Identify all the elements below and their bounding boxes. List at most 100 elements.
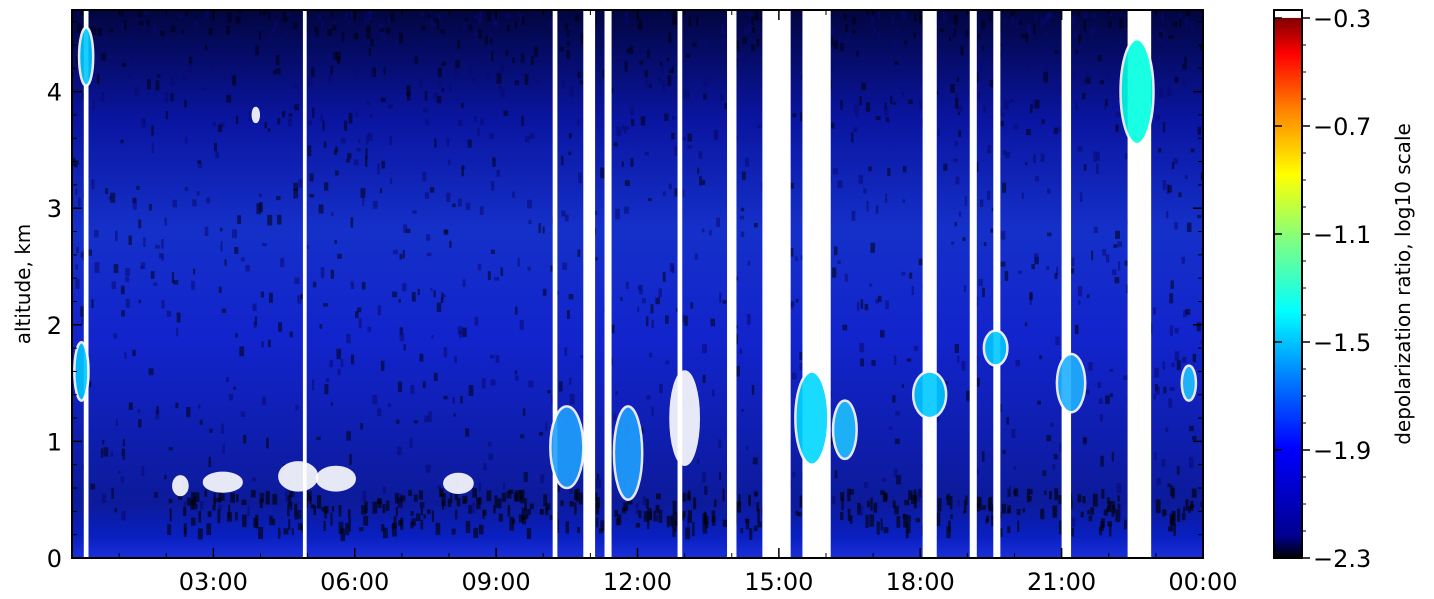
noise-speck xyxy=(462,327,467,338)
noise-speck xyxy=(515,490,520,502)
noise-speck xyxy=(901,91,905,98)
noise-speck xyxy=(961,360,966,371)
noise-speck xyxy=(709,230,712,236)
noise-speck xyxy=(876,521,880,535)
noise-speck xyxy=(380,97,386,102)
noise-speck xyxy=(987,145,992,154)
noise-speck xyxy=(1102,248,1107,256)
noise-speck xyxy=(894,438,900,445)
noise-speck xyxy=(1083,11,1088,19)
noise-speck xyxy=(648,84,653,88)
noise-speck xyxy=(399,333,405,342)
noise-speck xyxy=(742,37,748,44)
noise-speck xyxy=(340,137,346,144)
noise-speck xyxy=(330,13,334,17)
noise-speck xyxy=(431,510,434,523)
noise-speck xyxy=(344,12,348,21)
noise-speck xyxy=(751,16,754,26)
noise-speck xyxy=(935,512,941,527)
noise-speck xyxy=(1077,146,1083,152)
noise-speck xyxy=(884,102,887,111)
noise-speck xyxy=(1086,389,1090,395)
noise-speck xyxy=(411,56,415,64)
noise-speck xyxy=(90,483,96,490)
noise-speck xyxy=(564,214,569,222)
noise-speck xyxy=(981,20,986,29)
noise-speck xyxy=(522,408,526,416)
noise-speck xyxy=(188,56,193,66)
noise-speck xyxy=(751,44,756,52)
noise-speck xyxy=(937,56,940,61)
noise-speck xyxy=(486,10,491,15)
noise-speck xyxy=(426,252,432,257)
noise-speck xyxy=(1200,339,1203,345)
noise-speck xyxy=(114,508,117,513)
noise-speck xyxy=(722,300,727,304)
noise-speck xyxy=(1178,192,1182,198)
noise-speck xyxy=(428,11,432,15)
noise-speck xyxy=(125,299,130,308)
noise-speck xyxy=(655,504,660,514)
noise-speck xyxy=(860,299,864,309)
noise-speck xyxy=(498,513,503,522)
cloud-patch xyxy=(669,370,701,466)
noise-speck xyxy=(334,240,337,244)
noise-speck xyxy=(467,139,472,148)
noise-speck xyxy=(920,30,923,36)
noise-speck xyxy=(317,13,322,21)
noise-speck xyxy=(402,283,407,292)
noise-speck xyxy=(349,453,352,465)
noise-speck xyxy=(491,51,494,62)
noise-speck xyxy=(1118,89,1121,100)
noise-speck xyxy=(555,482,560,492)
noise-speck xyxy=(360,188,366,198)
noise-speck xyxy=(600,30,606,36)
noise-speck xyxy=(696,458,700,464)
noise-speck xyxy=(398,32,404,44)
noise-speck xyxy=(1033,154,1037,163)
noise-speck xyxy=(75,188,78,195)
noise-speck xyxy=(382,504,386,514)
noise-speck xyxy=(685,527,691,540)
noise-speck xyxy=(338,521,344,534)
noise-speck xyxy=(454,494,459,501)
noise-speck xyxy=(1113,42,1116,50)
noise-speck xyxy=(843,13,847,20)
noise-speck xyxy=(293,188,299,199)
noise-speck xyxy=(140,265,144,270)
noise-speck xyxy=(235,511,238,521)
noise-speck xyxy=(841,497,844,511)
noise-speck xyxy=(132,349,136,357)
noise-speck xyxy=(454,355,457,364)
noise-speck xyxy=(365,156,368,167)
noise-speck xyxy=(986,515,990,522)
colorbar-tick-label: −1.9 xyxy=(1313,437,1371,465)
noise-speck xyxy=(964,30,969,37)
noise-speck xyxy=(192,503,198,510)
noise-speck xyxy=(1058,520,1063,535)
noise-speck xyxy=(882,478,887,483)
noise-speck xyxy=(697,167,700,174)
noise-speck xyxy=(976,377,980,387)
noise-speck xyxy=(103,447,109,457)
noise-speck xyxy=(752,457,758,465)
noise-speck xyxy=(1154,452,1157,461)
noise-speck xyxy=(190,517,196,526)
noise-speck xyxy=(254,316,258,326)
noise-speck xyxy=(333,149,337,155)
noise-speck xyxy=(294,84,299,90)
cloud-patch xyxy=(1180,364,1198,402)
noise-speck xyxy=(410,511,414,516)
noise-speck xyxy=(649,352,653,358)
noise-speck xyxy=(568,294,574,300)
noise-speck xyxy=(701,228,705,233)
noise-speck xyxy=(1091,13,1097,20)
noise-speck xyxy=(880,490,885,495)
noise-speck xyxy=(956,77,959,82)
noise-speck xyxy=(1034,253,1039,262)
noise-speck xyxy=(847,488,851,502)
noise-speck xyxy=(313,505,317,516)
noise-speck xyxy=(578,492,583,505)
noise-speck xyxy=(577,71,582,79)
noise-speck xyxy=(312,379,315,391)
